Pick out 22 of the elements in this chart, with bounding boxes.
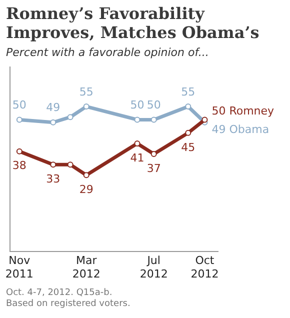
data-label: 55 — [79, 85, 94, 98]
x-tick-label: Oct 2012 — [190, 254, 219, 280]
chart-subtitle: Percent with a favorable opinion of... — [6, 46, 209, 59]
data-label: 50 — [146, 98, 161, 112]
data-label: 29 — [79, 182, 94, 196]
data-label: 38 — [12, 159, 26, 172]
data-label: 45 — [181, 140, 196, 154]
data-label: 50 — [12, 98, 26, 112]
data-label: 50 — [130, 98, 144, 112]
x-tick-label: Mar 2012 — [72, 254, 100, 280]
text: Oct. 4-7, 2012. Q15a-b. — [6, 288, 114, 299]
data-label: 41 — [130, 151, 144, 164]
data-label: 49 — [46, 101, 60, 114]
x-tick-label: Jul 2012 — [140, 254, 168, 280]
text: 50 Romney — [212, 104, 274, 118]
data-label: 37 — [146, 162, 161, 175]
chart-title: Romney’s Favorability Improves, Matches Obama’s — [6, 4, 260, 42]
data-label: 55 — [181, 85, 196, 98]
data-label: 33 — [46, 172, 60, 186]
x-tick-label: Nov 2011 — [5, 254, 34, 280]
text: Based on registered voters. — [6, 299, 130, 310]
text: 49 Obama — [212, 123, 270, 136]
